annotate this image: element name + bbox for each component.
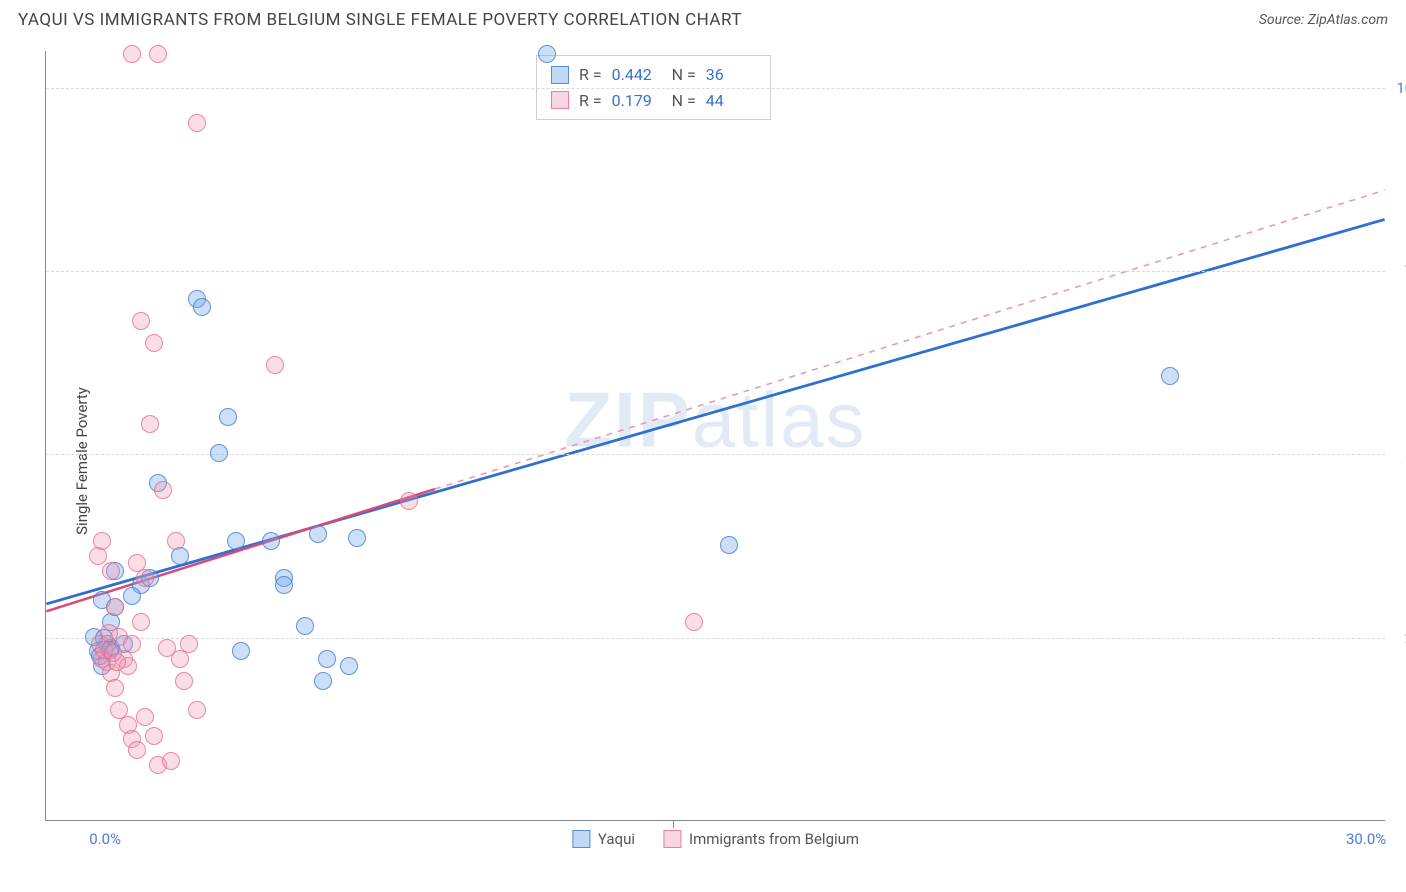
chart-area: Single Female Poverty ZIPatlas R =0.442N… <box>0 36 1406 886</box>
y-tick-label: 75.0% <box>1390 262 1406 280</box>
data-point <box>100 624 118 642</box>
chart-header: YAQUI VS IMMIGRANTS FROM BELGIUM SINGLE … <box>0 0 1406 36</box>
data-point <box>108 653 126 671</box>
chart-title: YAQUI VS IMMIGRANTS FROM BELGIUM SINGLE … <box>18 10 742 30</box>
y-tick-label: 50.0% <box>1390 445 1406 463</box>
r-value: 0.179 <box>612 88 662 114</box>
n-value: 44 <box>706 88 756 114</box>
legend-swatch <box>551 66 569 84</box>
data-point <box>400 492 418 510</box>
data-point <box>93 532 111 550</box>
legend-swatch <box>663 830 681 848</box>
data-point <box>296 617 314 635</box>
data-point <box>340 657 358 675</box>
gridline-h <box>46 88 1385 89</box>
data-point <box>162 752 180 770</box>
data-point <box>167 532 185 550</box>
legend-item: Immigrants from Belgium <box>663 830 859 848</box>
data-point <box>123 635 141 653</box>
data-point <box>348 529 366 547</box>
trend-lines <box>46 51 1385 820</box>
gridline-h <box>46 454 1385 455</box>
legend-swatch <box>572 830 590 848</box>
data-point <box>188 114 206 132</box>
x-tick-label: 30.0% <box>1346 830 1386 848</box>
data-point <box>318 650 336 668</box>
data-point <box>102 562 120 580</box>
data-point <box>145 727 163 745</box>
legend-row: R = 0.179 N = 44 <box>551 88 756 114</box>
data-point <box>123 45 141 63</box>
data-point <box>141 415 159 433</box>
n-label: N = <box>672 88 696 114</box>
r-label: R = <box>579 88 602 114</box>
data-point <box>314 672 332 690</box>
data-point <box>262 532 280 550</box>
y-tick-label: 25.0% <box>1390 629 1406 647</box>
data-point <box>106 679 124 697</box>
series-legend: Yaqui Immigrants from Belgium <box>572 830 859 848</box>
legend-label: Yaqui <box>598 830 635 848</box>
data-point <box>123 587 141 605</box>
n-value: 36 <box>706 62 756 88</box>
data-point <box>232 642 250 660</box>
data-point <box>154 481 172 499</box>
data-point <box>266 356 284 374</box>
data-point <box>149 45 167 63</box>
r-value: 0.442 <box>612 62 662 88</box>
chart-source: Source: ZipAtlas.com <box>1259 12 1388 28</box>
legend-label: Immigrants from Belgium <box>689 830 859 848</box>
n-label: N = <box>672 62 696 88</box>
data-point <box>136 708 154 726</box>
data-point <box>685 613 703 631</box>
gridline-h <box>46 638 1385 639</box>
data-point <box>219 408 237 426</box>
data-point <box>1161 367 1179 385</box>
data-point <box>128 741 146 759</box>
data-point <box>175 672 193 690</box>
x-tick-label: 0.0% <box>89 830 121 848</box>
legend-item: Yaqui <box>572 830 635 848</box>
data-point <box>227 532 245 550</box>
data-point <box>136 569 154 587</box>
legend-swatch <box>551 91 569 109</box>
data-point <box>145 334 163 352</box>
plot-region: ZIPatlas R =0.442N =36R =0.179N =44 Yaqu… <box>45 51 1385 821</box>
y-tick-label: 100.0% <box>1390 79 1406 97</box>
data-point <box>309 525 327 543</box>
x-minor-tick <box>673 820 674 828</box>
data-point <box>180 635 198 653</box>
data-point <box>210 444 228 462</box>
watermark: ZIPatlas <box>564 375 866 466</box>
data-point <box>720 536 738 554</box>
data-point <box>106 598 124 616</box>
gridline-h <box>46 271 1385 272</box>
legend-row: R = 0.442 N = 36 <box>551 62 756 88</box>
data-point <box>132 613 150 631</box>
data-point <box>538 45 556 63</box>
data-point <box>275 576 293 594</box>
r-label: R = <box>579 62 602 88</box>
data-point <box>188 701 206 719</box>
data-point <box>132 312 150 330</box>
data-point <box>193 298 211 316</box>
